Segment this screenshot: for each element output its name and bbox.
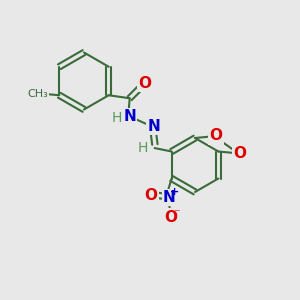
Text: O: O	[233, 146, 246, 161]
Text: O: O	[145, 188, 158, 202]
Text: O: O	[138, 76, 151, 91]
Text: O: O	[209, 128, 223, 143]
Text: ⁻: ⁻	[173, 208, 180, 221]
Text: CH₃: CH₃	[27, 89, 48, 99]
Text: H: H	[138, 141, 148, 155]
Text: O: O	[164, 210, 177, 225]
Text: N: N	[123, 109, 136, 124]
Text: N: N	[147, 119, 160, 134]
Text: H: H	[112, 111, 122, 125]
Text: +: +	[170, 187, 179, 197]
Text: N: N	[163, 190, 175, 205]
